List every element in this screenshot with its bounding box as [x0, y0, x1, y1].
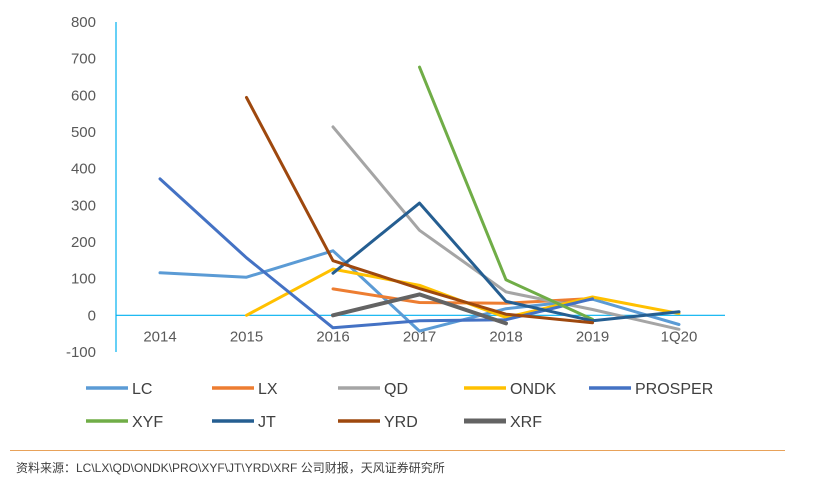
x-tick-label: 2016 — [316, 328, 349, 345]
legend-label: YRD — [384, 414, 418, 431]
y-tick-label: 200 — [71, 234, 96, 251]
legend-item-qd: QD — [338, 381, 408, 398]
legend-label: LX — [258, 381, 278, 398]
legend-label: JT — [258, 414, 276, 431]
x-tick-label: 2015 — [230, 328, 263, 345]
legend-label: ONDK — [510, 381, 557, 398]
legend-label: LC — [132, 381, 152, 398]
legend-item-xyf: XYF — [86, 414, 163, 431]
series-yrd — [245, 96, 594, 325]
plot-area — [158, 65, 681, 333]
y-tick-label: 400 — [71, 161, 96, 178]
legend-item-jt: JT — [212, 414, 276, 431]
legend-label: XYF — [132, 414, 163, 431]
y-tick-label: 800 — [71, 14, 96, 31]
legend-item-yrd: YRD — [338, 414, 418, 431]
y-tick-label: 700 — [71, 51, 96, 68]
x-tick-label: 2014 — [143, 328, 176, 345]
x-tick-label: 2019 — [576, 328, 609, 345]
series-xyf — [418, 65, 594, 321]
legend-item-ondk: ONDK — [464, 381, 557, 398]
x-tick-label: 2017 — [403, 328, 436, 345]
source-divider — [10, 450, 785, 451]
series-xrf — [331, 292, 508, 326]
source-note: 资料来源：LC\LX\QD\ONDK\PRO\XYF\JT\YRD\XRF 公司… — [16, 461, 445, 475]
series-qd — [331, 125, 681, 331]
y-tick-label: 0 — [88, 307, 96, 324]
series-line-xyf — [418, 65, 594, 321]
y-tick-label: 600 — [71, 87, 96, 104]
legend-label: QD — [384, 381, 408, 398]
x-axis: 2014 2015 2016 2017 2018 2019 1Q20 — [116, 314, 725, 345]
y-tick-label: 300 — [71, 197, 96, 214]
y-tick-label: 500 — [71, 124, 96, 141]
legend-item-lx: LX — [212, 381, 278, 398]
legend: LC LX QD ONDK PROSPER XYF JT YRD XRF — [86, 381, 713, 431]
legend-item-prosper: PROSPER — [589, 381, 713, 398]
legend-label: PROSPER — [635, 381, 713, 398]
y-tick-label: -100 — [66, 344, 96, 361]
legend-item-lc: LC — [86, 381, 152, 398]
legend-label: XRF — [510, 414, 542, 431]
x-tick-label: 1Q20 — [661, 328, 698, 345]
y-tick-label: 100 — [71, 271, 96, 288]
y-axis: 800 700 600 500 400 300 200 100 0 -100 — [66, 14, 117, 361]
legend-item-xrf: XRF — [464, 414, 542, 431]
x-tick-label: 2018 — [489, 328, 522, 345]
series-jt — [331, 201, 681, 323]
